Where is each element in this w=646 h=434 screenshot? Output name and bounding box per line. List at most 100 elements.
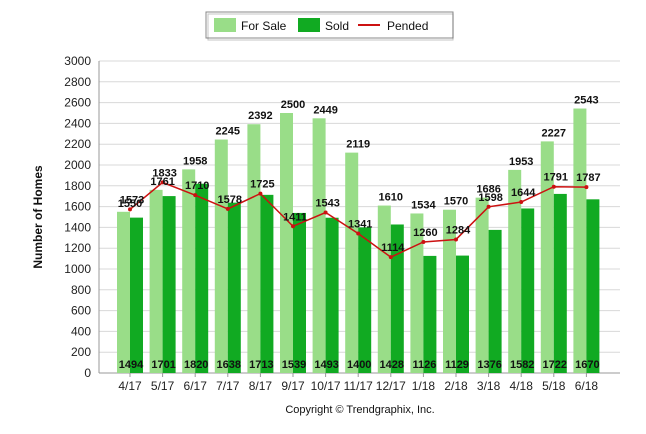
data-label-for-sale: 1958 xyxy=(183,155,207,167)
data-label-for-sale: 1570 xyxy=(444,196,468,208)
data-label-for-sale: 1550 xyxy=(118,198,142,210)
pended-point xyxy=(291,224,295,229)
legend-swatch-for-sale xyxy=(214,18,236,32)
pended-point xyxy=(584,185,589,190)
bar-for-sale xyxy=(573,108,587,373)
bar-sold xyxy=(130,217,143,373)
bar-sold xyxy=(325,217,339,373)
pended-point xyxy=(356,231,361,236)
x-tick-label: 2/18 xyxy=(444,379,468,393)
data-label-sold: 1494 xyxy=(119,359,144,371)
legend-swatch-sold xyxy=(298,18,320,32)
bar-sold xyxy=(358,227,372,373)
x-tick-label: 3/18 xyxy=(477,379,501,393)
y-axis-ticks: 0 200 400 600 800 1000 1200 1400 1600 1800 2000 220… xyxy=(64,54,91,380)
x-tick-label: 1/18 xyxy=(412,379,436,393)
data-label-sold: 1722 xyxy=(543,359,567,371)
data-label-for-sale: 2449 xyxy=(313,104,337,116)
y-tick-label: 400 xyxy=(71,324,91,338)
pended-point xyxy=(193,193,198,198)
x-tick-label: 7/17 xyxy=(216,379,240,393)
data-label-sold: 1126 xyxy=(412,359,436,371)
data-label-pended: 1578 xyxy=(218,194,242,206)
data-label-pended: 1725 xyxy=(250,179,274,191)
data-label-sold: 1376 xyxy=(477,359,501,371)
legend: For Sale Sold Pended xyxy=(205,11,454,41)
bars xyxy=(117,108,600,374)
x-tick-label: 6/18 xyxy=(575,379,599,393)
copyright-text: Copyright © Trendgraphix, Inc. xyxy=(285,404,434,416)
bar-for-sale xyxy=(312,118,326,373)
data-label-for-sale: 1686 xyxy=(476,184,500,196)
data-label-for-sale: 2500 xyxy=(281,99,305,111)
x-tick-label: 11/17 xyxy=(344,379,373,393)
bar-sold xyxy=(521,208,535,373)
bar-for-sale xyxy=(214,139,228,373)
x-tick-label: 6/17 xyxy=(184,379,208,393)
data-label-pended: 1411 xyxy=(283,211,307,223)
bar-sold xyxy=(195,183,209,373)
bar-for-sale xyxy=(377,205,391,373)
data-label-sold: 1713 xyxy=(249,359,273,371)
bar-sold xyxy=(553,193,567,373)
y-tick-label: 1400 xyxy=(64,220,91,234)
data-label-pended: 1543 xyxy=(315,198,339,210)
data-label-sold: 1539 xyxy=(282,359,306,371)
bar-for-sale xyxy=(540,141,554,373)
data-label-for-sale: 1953 xyxy=(509,156,533,168)
y-tick-label: 2200 xyxy=(64,137,91,151)
data-label-sold: 1582 xyxy=(510,359,534,371)
pended-point xyxy=(551,184,556,189)
y-tick-label: 1200 xyxy=(64,241,91,255)
bar-for-sale xyxy=(149,189,163,373)
bar-sold xyxy=(390,224,404,373)
data-label-for-sale: 1534 xyxy=(411,199,436,211)
y-tick-label: 800 xyxy=(71,283,91,297)
data-label-pended: 1644 xyxy=(511,187,536,199)
bar-for-sale xyxy=(182,169,196,373)
data-label-for-sale: 1610 xyxy=(379,192,403,204)
legend-box xyxy=(205,11,454,39)
bar-for-sale xyxy=(247,124,261,374)
bar-for-sale xyxy=(443,209,456,373)
y-tick-label: 2600 xyxy=(64,96,91,110)
data-label-sold: 1701 xyxy=(151,359,175,371)
x-tick-label: 4/18 xyxy=(510,379,534,393)
y-tick-label: 0 xyxy=(84,366,91,380)
y-axis-title: Number of Homes xyxy=(31,165,45,269)
y-tick-label: 200 xyxy=(71,345,91,359)
data-label-sold: 1428 xyxy=(380,359,404,371)
data-label-pended: 1341 xyxy=(348,219,372,231)
pended-point xyxy=(323,210,328,215)
data-label-for-sale: 2245 xyxy=(216,126,240,138)
bar-sold xyxy=(227,202,241,373)
pended-point xyxy=(454,237,458,242)
data-label-pended: 1710 xyxy=(185,180,209,192)
y-tick-label: 1000 xyxy=(64,262,91,276)
data-label-for-sale: 1761 xyxy=(150,176,174,188)
data-label-for-sale: 2392 xyxy=(248,110,272,122)
pended-point xyxy=(128,207,132,212)
x-tick-label: 4/17 xyxy=(118,379,142,393)
data-label-for-sale: 2543 xyxy=(574,95,598,107)
bar-for-sale xyxy=(280,113,293,373)
data-label-pended: 1833 xyxy=(152,167,176,179)
data-label-sold: 1129 xyxy=(445,359,469,371)
y-tick-label: 2800 xyxy=(64,75,91,89)
y-tick-label: 2000 xyxy=(64,158,91,172)
data-label-sold: 1493 xyxy=(314,359,338,371)
pended-point xyxy=(160,180,165,185)
bar-for-sale xyxy=(475,197,489,373)
pended-point xyxy=(421,239,426,244)
pended-point xyxy=(519,200,524,205)
y-tick-label: 2400 xyxy=(64,116,91,130)
bar-sold xyxy=(488,229,502,373)
data-label-pended: 1598 xyxy=(478,192,502,204)
pended-point xyxy=(486,204,491,209)
data-label-sold: 1820 xyxy=(184,359,208,371)
x-tick-label: 5/17 xyxy=(151,379,175,393)
x-tick-label: 9/17 xyxy=(281,379,305,393)
y-tick-label: 1800 xyxy=(64,179,91,193)
data-label-sold: 1638 xyxy=(217,359,241,371)
